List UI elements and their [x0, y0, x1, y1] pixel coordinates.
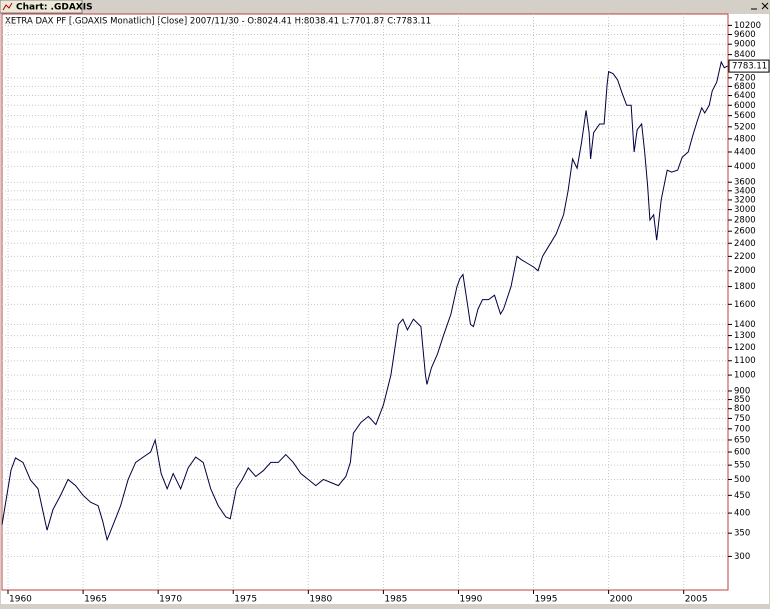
y-tick-label: 9600 — [734, 30, 756, 40]
y-tick-label: 5600 — [734, 111, 756, 121]
y-tick-label: 750 — [734, 414, 750, 424]
x-tick-label: 1985 — [384, 595, 407, 605]
y-tick-label: 6800 — [734, 82, 756, 92]
x-tick-label: 1960 — [9, 595, 32, 605]
y-tick-label: 6000 — [734, 101, 756, 111]
x-tick-label: 1980 — [309, 595, 332, 605]
y-tick-label: 500 — [734, 475, 750, 485]
y-tick-label: 1200 — [734, 343, 756, 353]
y-tick-label: 8400 — [734, 50, 756, 60]
y-tick-label: 2400 — [734, 239, 756, 249]
last-value-box — [728, 59, 770, 73]
x-tick-label: 1990 — [459, 595, 482, 605]
y-tick-label: 350 — [734, 529, 750, 539]
y-tick-label: 800 — [734, 404, 750, 414]
y-tick-label: 850 — [734, 395, 750, 405]
chart-title: XETRA DAX PF [.GDAXIS Monatlich] [Close]… — [5, 17, 431, 27]
y-tick-label: 600 — [734, 448, 750, 458]
y-tick-label: 6400 — [734, 91, 756, 101]
y-tick-label: 2600 — [734, 227, 756, 237]
last-value-label: 7783.11 — [732, 62, 767, 72]
x-tick-label: 2005 — [685, 595, 708, 605]
y-tick-label: 900 — [734, 386, 750, 396]
y-tick-label: 3600 — [734, 178, 756, 188]
y-tick-label: 1400 — [734, 320, 756, 330]
x-tick-label: 1965 — [84, 595, 107, 605]
tab-title: Chart: .GDAXIS — [16, 3, 93, 13]
y-tick-label: 650 — [734, 435, 750, 445]
y-tick-label: 4400 — [734, 147, 756, 157]
y-tick-label: 5200 — [734, 122, 756, 132]
y-tick-label: 550 — [734, 461, 750, 471]
y-tick-label: 4800 — [734, 134, 756, 144]
x-tick-label: 1995 — [535, 595, 558, 605]
y-tick-label: 9000 — [734, 40, 756, 50]
y-tick-label: 700 — [734, 424, 750, 434]
y-tick-label: 1600 — [734, 300, 756, 310]
close-button[interactable] — [761, 2, 769, 10]
y-tick-label: 3400 — [734, 186, 756, 196]
y-tick-label: 1800 — [734, 282, 756, 292]
tab-icon — [2, 2, 13, 11]
chart-background — [1, 14, 769, 604]
y-tick-label: 3200 — [734, 195, 756, 205]
plot-border — [1, 13, 729, 591]
y-tick-label: 1300 — [734, 331, 756, 341]
y-tick-label: 2800 — [734, 216, 756, 226]
y-tick-label: 450 — [734, 491, 750, 501]
y-tick-label: 1100 — [734, 356, 756, 366]
price-line — [1, 60, 728, 542]
y-tick-label: 300 — [734, 552, 750, 562]
y-tick-label: 4000 — [734, 162, 756, 172]
y-tick-label: 10200 — [734, 21, 761, 31]
y-tick-label: 3000 — [734, 205, 756, 215]
x-tick-label: 2000 — [610, 595, 633, 605]
y-tick-label: 400 — [734, 509, 750, 519]
y-tick-label: 1000 — [734, 371, 756, 381]
y-tick-label: 2200 — [734, 252, 756, 262]
tab[interactable] — [0, 0, 83, 14]
y-tick-label: 7200 — [734, 73, 756, 83]
x-tick-label: 1970 — [159, 595, 182, 605]
y-tick-label: 2000 — [734, 266, 756, 276]
x-tick-label: 1975 — [234, 595, 257, 605]
